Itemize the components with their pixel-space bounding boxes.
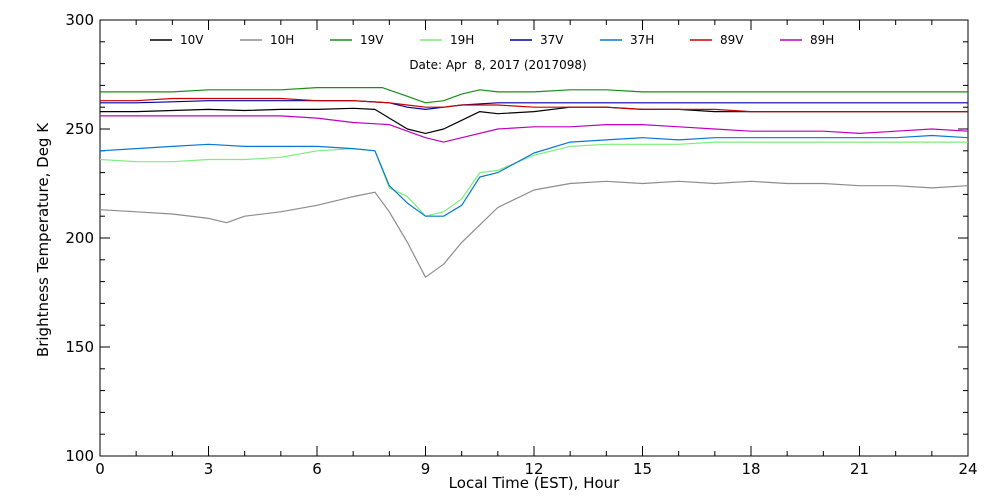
x-tick-label: 6	[312, 460, 322, 478]
series-line-37h	[99, 134, 969, 217]
y-tick-label: 200	[65, 229, 94, 247]
x-tick-label: 12	[524, 460, 543, 478]
x-tick-label: 15	[633, 460, 652, 478]
series-line-89h	[100, 115, 969, 143]
plot-frame	[99, 19, 969, 457]
legend-label-19h: 19H	[450, 33, 474, 47]
legend-label-37h: 37H	[630, 33, 654, 47]
chart-subtitle: Date: Apr 8, 2017 (2017098)	[409, 58, 586, 72]
plot-border	[99, 19, 969, 457]
legend-label-89h: 89H	[810, 33, 834, 47]
y-tick-label: 250	[65, 120, 94, 138]
axis-ticks	[99, 19, 969, 457]
series-line-10h	[99, 180, 969, 278]
legend: 10V 10H 19V 19H 37V 37H 89V 89H	[150, 33, 834, 47]
legend-label-19v: 19V	[360, 33, 384, 47]
y-tick-label: 300	[65, 11, 94, 29]
legend-label-37v: 37V	[540, 33, 564, 47]
x-tick-label: 21	[850, 460, 869, 478]
series-line-19v	[100, 86, 968, 104]
x-tick-label: 24	[958, 460, 977, 478]
series-lines	[99, 86, 969, 278]
x-tick-label: 0	[95, 460, 105, 478]
series-line-37v	[100, 100, 968, 111]
legend-label-10h: 10H	[270, 33, 294, 47]
series-line-89v	[100, 97, 968, 113]
x-tick-label: 18	[741, 460, 760, 478]
series-line-19h	[99, 141, 968, 217]
y-tick-label: 150	[65, 338, 94, 356]
x-tick-label: 9	[421, 460, 431, 478]
x-tick-label: 3	[204, 460, 214, 478]
x-axis-title: Local Time (EST), Hour	[449, 474, 620, 492]
legend-label-10v: 10V	[180, 33, 204, 47]
legend-label-89v: 89V	[720, 33, 744, 47]
axis-tick-labels: 0 3 6 9 12 15 18 21 24 100 150 200 250 300	[65, 11, 977, 478]
y-tick-label: 100	[65, 447, 94, 465]
y-axis-title: Brightness Temperature, Deg K	[34, 122, 52, 357]
